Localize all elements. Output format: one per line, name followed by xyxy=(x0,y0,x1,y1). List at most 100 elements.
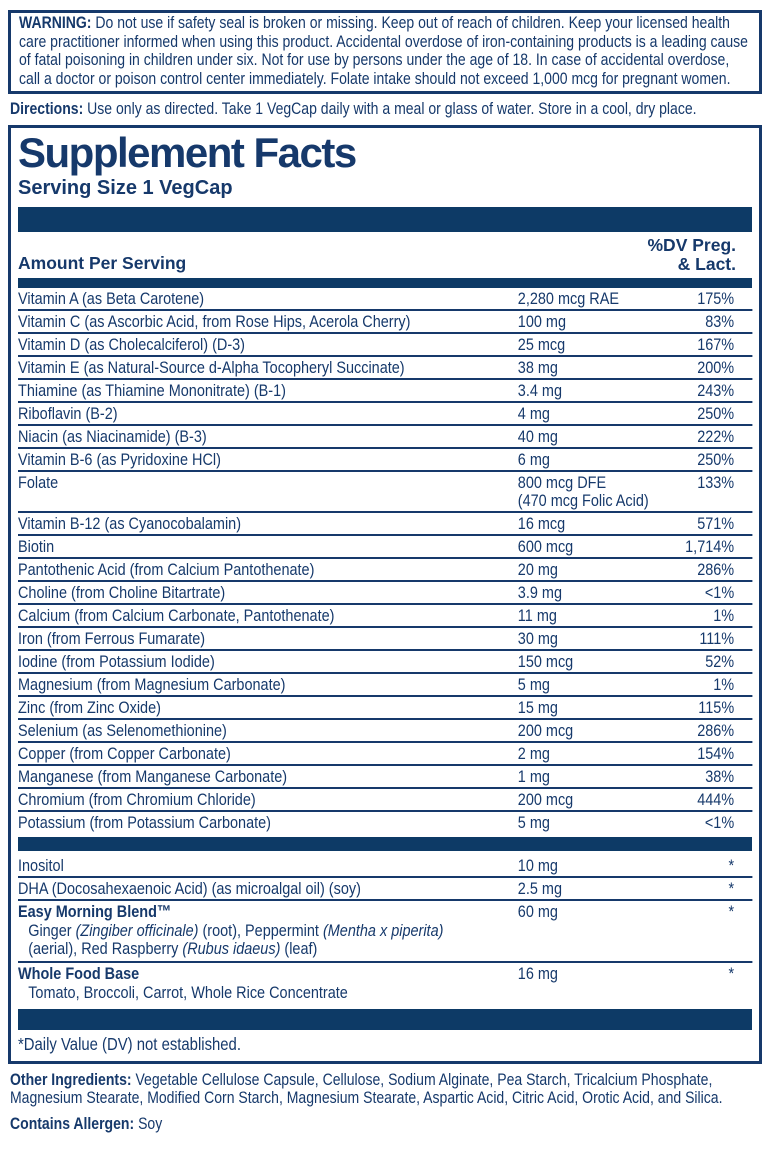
nutrient-amount-line1: 2,280 mcg RAE xyxy=(517,288,620,308)
nutrient-amount-line1: 11 mg xyxy=(517,605,557,625)
nutrient-row-main: Folate 800 mcg DFE (470 mcg Folic Acid) 133… xyxy=(18,472,752,511)
nutrient-amount: 100 mg xyxy=(517,311,673,331)
nutrient-row: Biotin 600 mcg 1,714% xyxy=(18,536,753,559)
nutrient-dv: <1% xyxy=(704,812,735,832)
nutrient-dv: 444% xyxy=(697,789,735,809)
directions-text: Directions: Use only as directed. Take 1… xyxy=(10,100,770,119)
other-ingredients-label: Other Ingredients: xyxy=(10,1070,132,1089)
nutrient-amount: 16 mcg xyxy=(518,514,673,533)
nutrient-name: Pantothenic Acid (from Calcium Pantothen… xyxy=(18,559,315,579)
nutrient-dv: 1% xyxy=(713,674,735,694)
latin-name: (Mentha x piperita) xyxy=(322,920,444,940)
nutrient-row-main: Vitamin E (as Natural-Source d-Alpha Toc… xyxy=(18,357,752,378)
nutrient-row-main: DHA (Docosahexaenoic Acid) (as microalga… xyxy=(18,878,752,899)
nutrient-row: Zinc (from Zinc Oxide) 15 mg 115% xyxy=(18,697,753,720)
nutrient-amount-line1: 30 mg xyxy=(517,628,558,648)
nutrient-amount-line1: 100 mg xyxy=(517,311,566,331)
nutrient-amount: 30 mg xyxy=(517,628,673,648)
nutrient-row-main: Magnesium (from Magnesium Carbonate) 5 mg… xyxy=(18,674,752,695)
nutrient-name: Vitamin B-12 (as Cyanocobalamin) xyxy=(18,513,242,533)
nutrient-row: Potassium (from Potassium Carbonate) 5 mg… xyxy=(18,812,752,833)
contains-allergen: Contains Allergen: Soy xyxy=(10,1115,770,1134)
nutrient-amount-line1: 25 mcg xyxy=(517,334,566,354)
dv-header-line2: & Lact. xyxy=(677,253,736,274)
nutrient-amount: 25 mcg xyxy=(517,334,673,354)
other-ingredients-body: Vegetable Cellulose Capsule, Cellulose, … xyxy=(10,1070,723,1108)
nutrient-dv: 250% xyxy=(697,449,735,469)
warning-label: WARNING: xyxy=(19,14,92,32)
nutrient-name: Zinc (from Zinc Oxide) xyxy=(18,697,161,717)
nutrient-amount-line1: 5 mg xyxy=(517,674,550,694)
nutrient-dv: 154% xyxy=(697,743,735,763)
nutrient-row: Folate 800 mcg DFE (470 mcg Folic Acid) 133… xyxy=(18,472,753,513)
nutrient-row-main: Riboflavin (B-2) 4 mg 250% xyxy=(18,403,752,424)
allergen-label: Contains Allergen: xyxy=(10,1114,135,1133)
nutrient-dv: 222% xyxy=(697,426,735,446)
nutrient-amount: 16 mg xyxy=(517,963,673,983)
nutrient-amount: 3.9 mg xyxy=(518,583,673,602)
nutrient-name: Vitamin C (as Ascorbic Acid, from Rose H… xyxy=(18,311,411,331)
nutrient-row: Vitamin A (as Beta Carotene) 2,280 mcg RA… xyxy=(18,288,753,311)
dv-footnote: *Daily Value (DV) not established. xyxy=(18,1033,241,1054)
nutrient-amount: 11 mg xyxy=(517,605,673,625)
nutrient-dv: 175% xyxy=(697,288,735,308)
nutrient-dv: 111% xyxy=(699,628,735,648)
nutrient-row-main: Calcium (from Calcium Carbonate, Pantoth… xyxy=(18,605,752,626)
nutrient-dv: 38% xyxy=(705,766,735,786)
nutrient-row-main: Copper (from Copper Carbonate) 2 mg 154% xyxy=(18,743,752,764)
nutrient-amount-line1: 600 mcg xyxy=(517,536,574,556)
nutrient-row: Selenium (as Selenomethionine) 200 mcg 286… xyxy=(18,720,753,743)
section-divider-bar xyxy=(18,836,752,851)
nutrient-name: Niacin (as Niacinamide) (B-3) xyxy=(18,426,207,446)
nutrient-row: Vitamin C (as Ascorbic Acid, from Rose H… xyxy=(18,311,753,334)
allergen-body: Soy xyxy=(138,1114,163,1133)
nutrient-name: Easy Morning Blend™ xyxy=(18,901,172,921)
nutrient-amount: 5 mg xyxy=(517,674,673,694)
nutrient-row-main: Vitamin D (as Cholecalciferol) (D-3) 25 m… xyxy=(18,334,752,355)
table-header: Amount Per Serving %DV Preg. & Lact. xyxy=(18,235,752,274)
nutrient-row-main: Vitamin B-6 (as Pyridoxine HCl) 6 mg 250% xyxy=(18,449,752,470)
nutrient-name: Calcium (from Calcium Carbonate, Pantoth… xyxy=(18,605,335,625)
nutrient-name: Manganese (from Manganese Carbonate) xyxy=(18,766,288,786)
nutrient-name: Copper (from Copper Carbonate) xyxy=(18,743,231,763)
nutrient-amount-line1: 16 mg xyxy=(517,963,558,983)
nutrient-dv: 571% xyxy=(697,513,735,533)
nutrient-amount: 2 mg xyxy=(517,743,673,763)
nutrient-amount: 60 mg xyxy=(518,902,673,921)
nutrient-amount-line1: 40 mg xyxy=(517,426,558,446)
nutrient-row-main: Niacin (as Niacinamide) (B-3) 40 mg 222% xyxy=(18,426,752,447)
nutrient-amount: 800 mcg DFE (470 mcg Folic Acid) xyxy=(517,473,673,510)
nutrient-row-main: Thiamine (as Thiamine Mononitrate) (B-1)… xyxy=(18,380,752,401)
nutrient-amount-line1: 2 mg xyxy=(517,743,550,763)
nutrient-row-main: Iodine (from Potassium Iodide) 150 mcg 52% xyxy=(18,651,752,672)
nutrient-amount-line2: (470 mcg Folic Acid) xyxy=(517,490,649,510)
nutrient-row: Riboflavin (B-2) 4 mg 250% xyxy=(18,403,753,426)
nutrient-name: Potassium (from Potassium Carbonate) xyxy=(18,812,271,832)
nutrient-row-main: Potassium (from Potassium Carbonate) 5 mg… xyxy=(18,812,752,833)
nutrient-amount: 2,280 mcg RAE xyxy=(517,288,673,308)
nutrient-amount-line1: 150 mcg xyxy=(517,651,574,671)
top-divider-bar xyxy=(18,206,752,232)
warning-text: WARNING: Do not use if safety seal is br… xyxy=(19,14,751,88)
nutrient-amount: 200 mcg xyxy=(518,790,673,809)
amount-per-serving-header: Amount Per Serving xyxy=(18,252,187,273)
nutrient-dv: 52% xyxy=(705,651,735,671)
warning-box: WARNING: Do not use if safety seal is br… xyxy=(8,10,762,94)
nutrient-row: Vitamin E (as Natural-Source d-Alpha Toc… xyxy=(18,357,753,380)
nutrient-dv: * xyxy=(728,901,735,921)
nutrient-amount: 600 mcg xyxy=(517,536,673,556)
nutrient-row-main: Selenium (as Selenomethionine) 200 mcg 286… xyxy=(18,720,752,741)
nutrient-dv: * xyxy=(728,878,735,898)
nutrient-row-main: Inositol 10 mg * xyxy=(18,855,752,876)
nutrient-amount: 40 mg xyxy=(517,426,673,446)
nutrient-row-main: Vitamin C (as Ascorbic Acid, from Rose H… xyxy=(18,311,752,332)
nutrient-row-main: Chromium (from Chromium Chloride) 200 mcg… xyxy=(18,789,752,810)
nutrient-row: Choline (from Choline Bitartrate) 3.9 mg <… xyxy=(18,582,753,605)
nutrient-row: Pantothenic Acid (from Calcium Pantothen… xyxy=(18,559,753,582)
nutrient-dv: <1% xyxy=(704,582,735,602)
nutrient-row-main: Vitamin B-12 (as Cyanocobalamin) 16 mcg 57… xyxy=(18,513,752,534)
sub-text: Tomato, Broccoli, Carrot, Whole Rice Con… xyxy=(28,982,348,1002)
nutrient-amount-line1: 10 mg xyxy=(517,855,558,875)
directions-body: Use only as directed. Take 1 VegCap dail… xyxy=(87,100,697,118)
nutrient-amount-line1: 200 mcg xyxy=(517,720,574,740)
